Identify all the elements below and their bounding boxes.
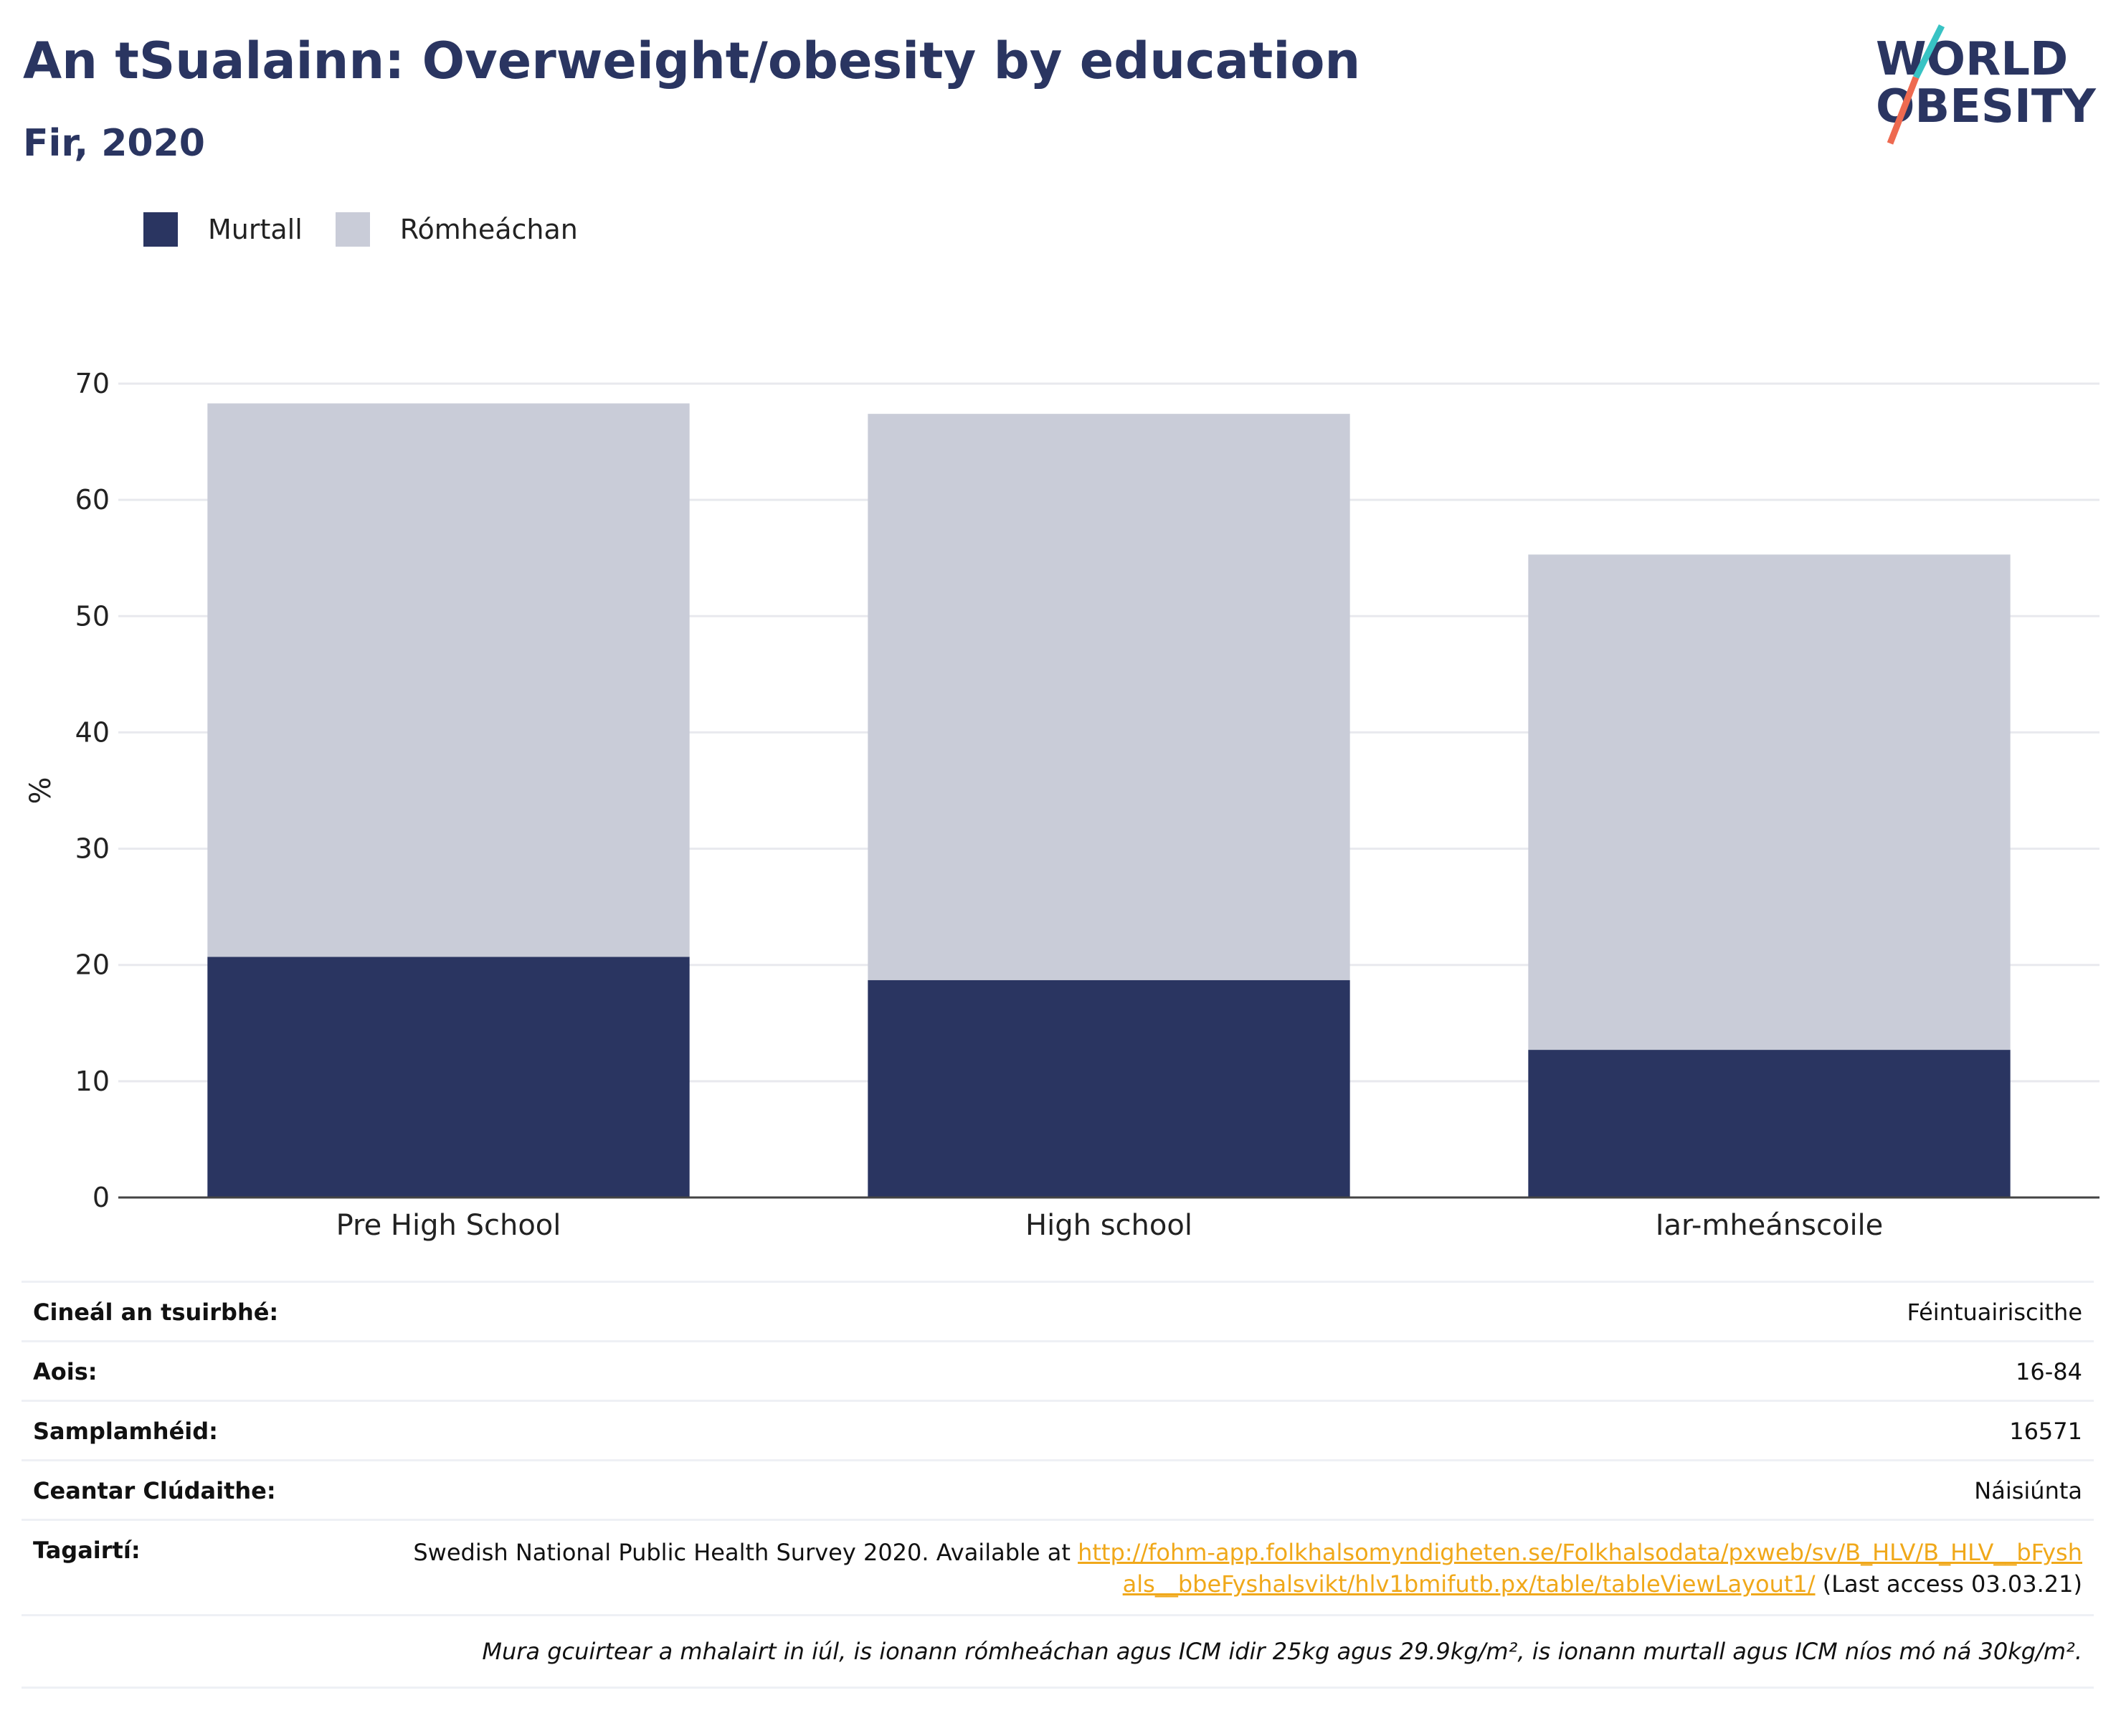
reference-text: Swedish National Public Health Survey 20… — [413, 1539, 1078, 1566]
reference-access-date: (Last access 03.03.21) — [1815, 1570, 2082, 1598]
y-tick-label: 0 — [92, 1182, 110, 1213]
chart-title: An tSualainn: Overweight/obesity by educ… — [23, 32, 1361, 90]
chart-legend: Murtall Rómheáchan — [143, 212, 611, 247]
bar-obese — [1528, 1050, 2011, 1197]
bar-obese — [868, 980, 1350, 1197]
legend-item-obese[interactable]: Murtall — [143, 212, 303, 247]
bar-obese — [207, 957, 690, 1197]
meta-key-coverage: Ceantar Clúdaithe: — [33, 1477, 276, 1504]
y-tick-label: 10 — [75, 1066, 110, 1097]
legend-label-overweight: Rómheáchan — [399, 214, 578, 245]
bar-chart: 0 10 20 30 40 50 60 70% Pre High School High scho… — [24, 368, 2099, 1242]
meta-row-age: Aois: 16-84 — [22, 1342, 2094, 1402]
y-axis-title: % — [24, 777, 57, 804]
legend-swatch-obese — [143, 212, 178, 247]
metadata-table: Cineál an tsuirbhé: Féintuairiscithe Aoi… — [22, 1281, 2094, 1689]
meta-key-age: Aois: — [33, 1358, 98, 1385]
meta-row-coverage: Ceantar Clúdaithe: Náisiúnta — [22, 1461, 2094, 1521]
meta-value-age: 16-84 — [2016, 1358, 2082, 1385]
bar-overweight — [207, 403, 690, 957]
world-obesity-logo: WORLD OBESITY — [1876, 24, 2096, 145]
logo-text-world: WORLD — [1876, 33, 2068, 86]
y-tick-label: 40 — [75, 716, 110, 748]
meta-value-sample-size: 16571 — [2009, 1418, 2082, 1445]
meta-key-references: Tagairtí: — [33, 1537, 141, 1564]
legend-item-overweight[interactable]: Rómheáchan — [335, 212, 578, 247]
y-tick-label: 70 — [75, 368, 110, 399]
x-tick-label: Pre High School — [336, 1209, 561, 1242]
meta-row-sample-size: Samplamhéid: 16571 — [22, 1402, 2094, 1461]
logo-slash-coral — [1887, 76, 1920, 145]
logo-slash-teal — [1912, 24, 1945, 80]
meta-row-survey-type: Cineál an tsuirbhé: Féintuairiscithe — [22, 1283, 2094, 1342]
meta-value-survey-type: Féintuairiscithe — [1907, 1299, 2082, 1326]
definition-note: Mura gcuirtear a mhalairt in iúl, is ion… — [482, 1638, 2082, 1665]
legend-label-obese: Murtall — [208, 214, 303, 245]
x-tick-label: Iar-mheánscoile — [1656, 1209, 1884, 1242]
chart-subtitle: Fir, 2020 — [23, 122, 205, 165]
meta-row-references: Tagairtí: Swedish National Public Health… — [22, 1521, 2094, 1616]
y-tick-label: 20 — [75, 949, 110, 981]
meta-key-survey-type: Cineál an tsuirbhé: — [33, 1299, 279, 1326]
meta-row-note: Mura gcuirtear a mhalairt in iúl, is ion… — [22, 1616, 2094, 1689]
meta-value-references: Swedish National Public Health Survey 20… — [412, 1537, 2082, 1600]
y-tick-label: 50 — [75, 600, 110, 632]
x-tick-label: High school — [1025, 1209, 1192, 1242]
meta-key-sample-size: Samplamhéid: — [33, 1418, 218, 1445]
meta-value-coverage: Náisiúnta — [1974, 1477, 2082, 1504]
bar-overweight — [1528, 554, 2011, 1050]
y-tick-label: 60 — [75, 484, 110, 516]
reference-link[interactable]: http://fohm-app.folkhalsomyndigheten.se/… — [1078, 1539, 2082, 1598]
bar-overweight — [868, 414, 1350, 980]
legend-swatch-overweight — [335, 212, 370, 247]
y-tick-label: 30 — [75, 833, 110, 865]
